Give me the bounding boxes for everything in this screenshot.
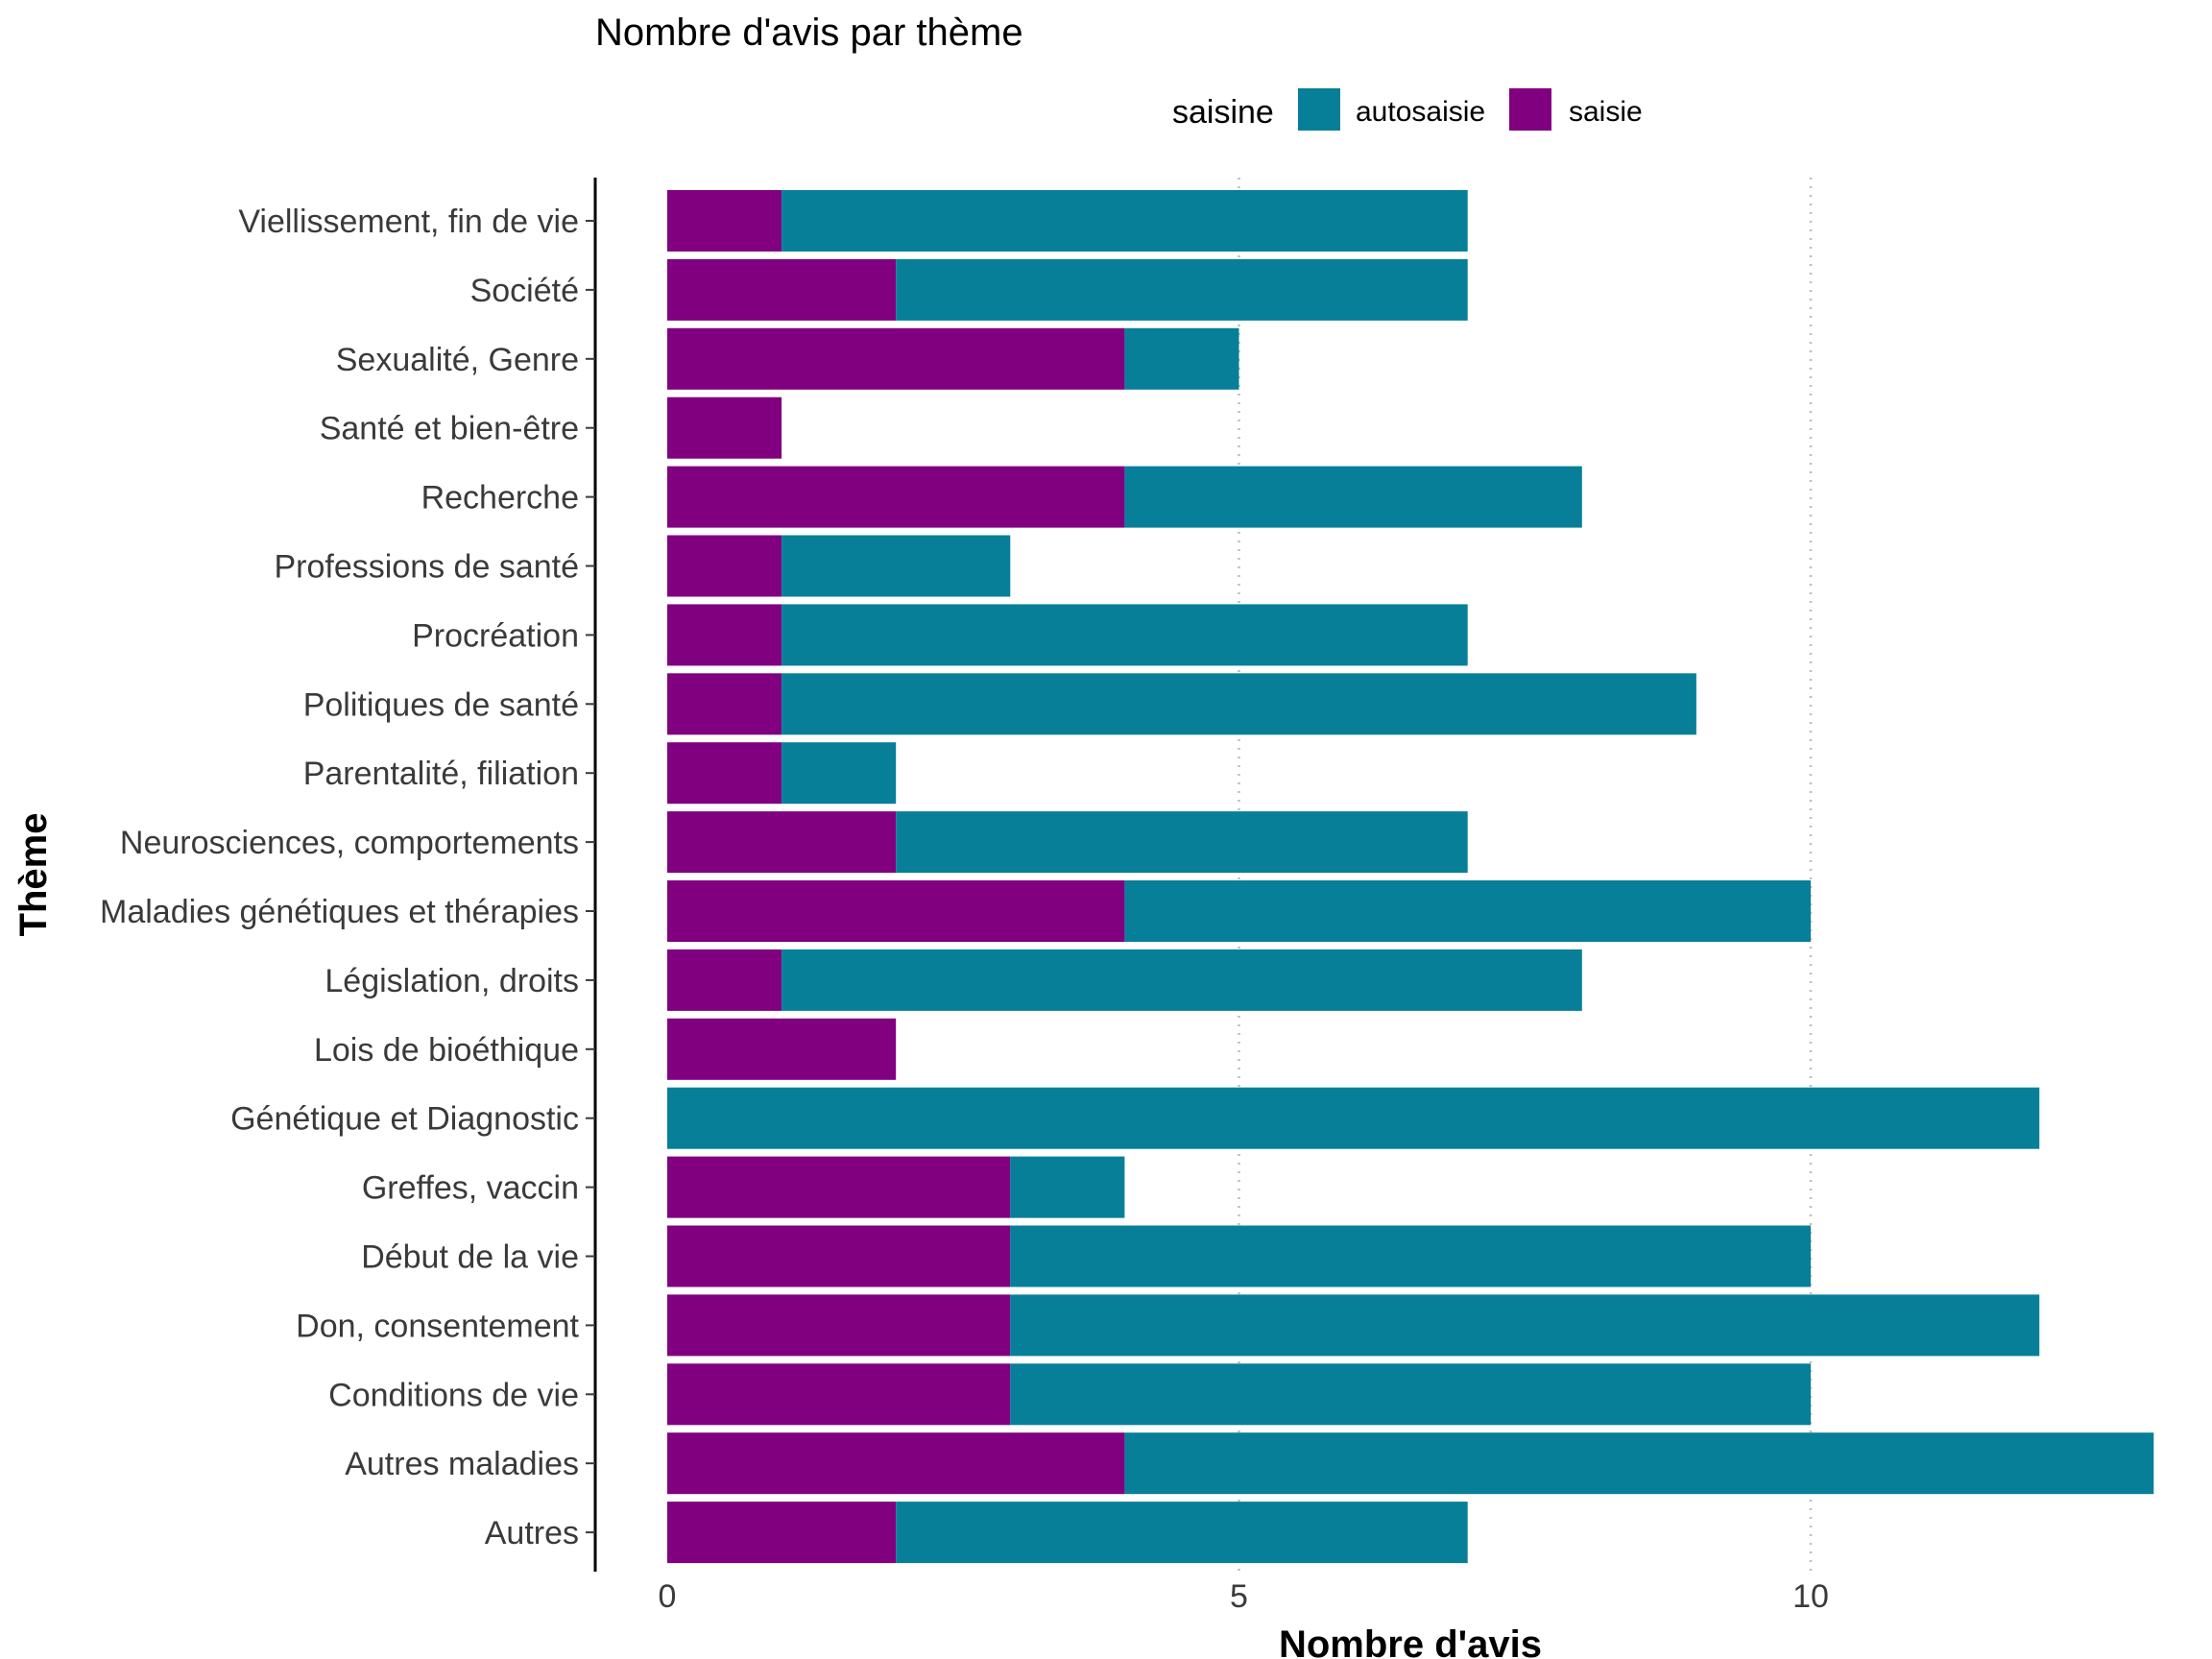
bar-autosaisie-recherche [1124, 466, 1582, 528]
category-label: Parentalité, filiation [303, 756, 579, 792]
bar-saisie-don-consentement [667, 1294, 1011, 1357]
bar-autosaisie-viellissement-fin-de-vie [781, 190, 1468, 252]
bar-autosaisie-professions-de-sante [781, 535, 1011, 597]
bar-saisie-politiques-de-sante [667, 673, 782, 735]
category-label: Lois de bioéthique [314, 1032, 579, 1069]
bar-autosaisie-autres [896, 1502, 1468, 1564]
bar-autosaisie-sexualite-genre [1124, 327, 1239, 390]
legend: saisine autosaisie saisie [1172, 88, 1643, 131]
legend-label-autosaisie: autosaisie [1356, 96, 1485, 128]
bar-autosaisie-parentalite-filiation [781, 742, 897, 805]
bar-saisie-greffes-vaccin [667, 1156, 1011, 1218]
bar-saisie-viellissement-fin-de-vie [667, 190, 782, 252]
category-label: Société [470, 273, 579, 309]
bar-saisie-maladies-genetiques-et-therapies [667, 880, 1125, 942]
bar-autosaisie-genetique-et-diagnostic [667, 1087, 2040, 1149]
category-label: Neurosciences, comportements [120, 825, 579, 861]
category-label: Politiques de santé [303, 686, 579, 723]
category-label: Législation, droits [325, 963, 579, 999]
legend-swatch-autosaisie [1298, 88, 1340, 131]
legend-title: saisine [1172, 94, 1274, 131]
category-label: Autres maladies [345, 1446, 579, 1482]
category-label: Recherche [421, 480, 579, 517]
category-label: Sexualité, Genre [336, 342, 579, 378]
category-label: Don, consentement [296, 1308, 579, 1344]
category-label: Début de la vie [361, 1239, 579, 1276]
category-label: Viellissement, fin de vie [238, 204, 579, 240]
category-label: Procréation [412, 617, 579, 654]
category-label: Génétique et Diagnostic [230, 1101, 579, 1138]
x-tick-label: 10 [1792, 1578, 1829, 1615]
bar-saisie-autres [667, 1502, 897, 1564]
x-axis-title: Nombre d'avis [1279, 1623, 1542, 1659]
y-axis-title: Thème [12, 813, 55, 937]
bar-saisie-legislation-droits [667, 949, 782, 1011]
bar-saisie-professions-de-sante [667, 535, 782, 597]
bar-saisie-conditions-de-vie [667, 1363, 1011, 1426]
bar-autosaisie-conditions-de-vie [1010, 1363, 1811, 1426]
bar-saisie-procreation [667, 604, 782, 666]
category-labels: Viellissement, fin de vie Société Sexualit… [100, 204, 595, 1551]
category-label: Conditions de vie [328, 1377, 579, 1413]
category-label: Autres [485, 1515, 579, 1551]
bar-saisie-societe [667, 258, 897, 321]
bar-saisie-sexualite-genre [667, 327, 1125, 390]
bar-autosaisie-greffes-vaccin [1010, 1156, 1125, 1218]
bar-saisie-autres-maladies [667, 1432, 1125, 1495]
bar-autosaisie-legislation-droits [781, 949, 1582, 1011]
bar-autosaisie-procreation [781, 604, 1468, 666]
x-tick-label: 5 [1230, 1578, 1248, 1615]
bar-saisie-recherche [667, 466, 1125, 528]
x-tick-label: 0 [659, 1578, 677, 1615]
bar-autosaisie-societe [896, 258, 1468, 321]
legend-swatch-saisie [1509, 88, 1551, 131]
bar-saisie-neurosciences-comportements [667, 811, 897, 874]
bar-autosaisie-autres-maladies [1124, 1432, 2154, 1495]
legend-label-saisie: saisie [1569, 96, 1643, 128]
bar-autosaisie-politiques-de-sante [781, 673, 1696, 735]
category-label: Maladies génétiques et thérapies [100, 894, 579, 930]
bar-autosaisie-don-consentement [1010, 1294, 2040, 1357]
bars [667, 190, 2154, 1564]
chart-title: Nombre d'avis par thème [595, 12, 1023, 54]
bar-saisie-debut-de-la-vie [667, 1225, 1011, 1287]
bar-saisie-parentalite-filiation [667, 742, 782, 805]
bar-autosaisie-neurosciences-comportements [896, 811, 1468, 874]
bar-saisie-lois-de-bioethique [667, 1018, 897, 1080]
category-label: Professions de santé [274, 549, 579, 586]
category-label: Santé et bien-être [320, 411, 579, 447]
x-tick-labels: 0 5 10 [659, 1578, 1829, 1615]
gridlines [1238, 178, 1813, 1572]
bar-autosaisie-debut-de-la-vie [1010, 1225, 1811, 1287]
category-label: Greffes, vaccin [362, 1170, 579, 1207]
bar-saisie-sante-et-bien-etre [667, 397, 782, 459]
bar-autosaisie-maladies-genetiques-et-therapies [1124, 880, 1811, 942]
